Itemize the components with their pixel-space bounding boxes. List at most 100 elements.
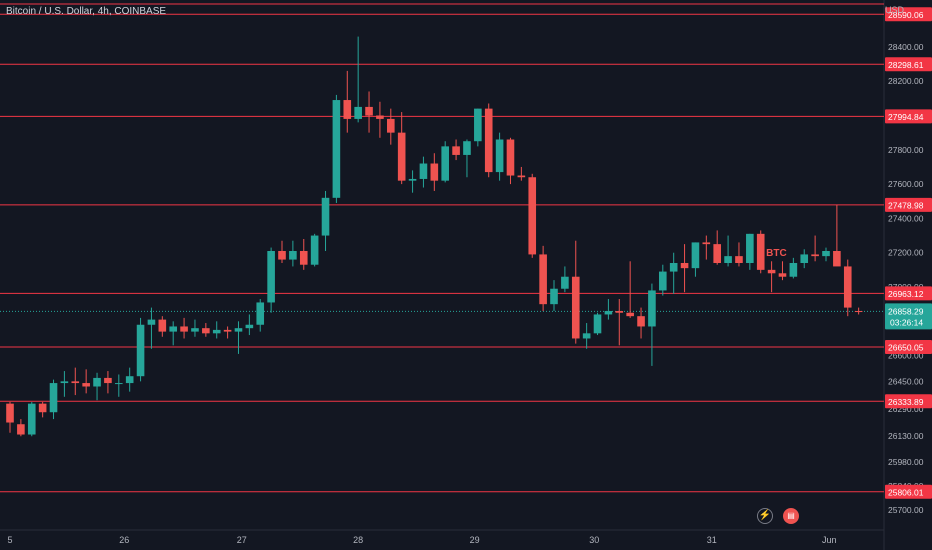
level-price-badge <box>885 109 932 124</box>
time-tick-label: 26 <box>119 535 129 545</box>
candle-body[interactable] <box>115 383 123 385</box>
candle-body[interactable] <box>811 254 819 257</box>
candle-body[interactable] <box>49 383 58 413</box>
candle-body[interactable] <box>430 163 439 181</box>
candle-body[interactable] <box>756 233 765 270</box>
candle-body[interactable] <box>680 263 689 269</box>
candle-body[interactable] <box>582 333 591 339</box>
price-tick-label: 26290.00 <box>888 404 924 414</box>
candle-body[interactable] <box>702 242 711 245</box>
candle-body[interactable] <box>332 100 341 198</box>
candle-body[interactable] <box>550 288 558 305</box>
candle-body[interactable] <box>626 312 634 317</box>
candle-body[interactable] <box>593 314 602 334</box>
candle-body[interactable] <box>125 376 134 384</box>
candle-body[interactable] <box>71 381 80 384</box>
candle-body[interactable] <box>6 403 14 423</box>
time-tick-label: Jun <box>822 535 837 545</box>
candle-body[interactable] <box>354 106 362 119</box>
candle-body[interactable] <box>539 254 547 305</box>
candle-body[interactable] <box>506 139 515 176</box>
candle-body[interactable] <box>833 250 841 267</box>
candle-body[interactable] <box>571 276 580 339</box>
candle-body[interactable] <box>234 328 243 332</box>
candle-body[interactable] <box>104 377 112 384</box>
candle-body[interactable] <box>180 326 188 332</box>
candle-body[interactable] <box>561 276 569 289</box>
candle-body[interactable] <box>713 244 721 263</box>
candle-body[interactable] <box>365 106 373 116</box>
candle-body[interactable] <box>495 139 504 173</box>
candle-body[interactable] <box>27 403 36 435</box>
candle-body[interactable] <box>376 115 384 119</box>
candle-body[interactable] <box>854 311 863 313</box>
candle-body[interactable] <box>387 118 395 133</box>
candle-body[interactable] <box>735 256 743 263</box>
price-tick-label: 25980.00 <box>888 457 924 467</box>
level-price-badge <box>885 286 932 301</box>
candle-body[interactable] <box>343 100 352 119</box>
candle-body[interactable] <box>245 324 254 329</box>
level-price-label: 26333.89 <box>888 397 924 407</box>
candle-body[interactable] <box>256 302 265 325</box>
candle-body[interactable] <box>474 108 482 142</box>
candle-body[interactable] <box>310 235 319 265</box>
candle-body[interactable] <box>843 266 852 308</box>
candle-body[interactable] <box>191 328 199 332</box>
candle-body[interactable] <box>38 403 47 413</box>
currency-label: USD <box>884 5 904 15</box>
candle-body[interactable] <box>452 146 460 155</box>
candle-body[interactable] <box>517 175 526 178</box>
candle-body[interactable] <box>615 311 624 313</box>
candle-body[interactable] <box>223 329 232 332</box>
time-tick-label: 29 <box>470 535 480 545</box>
candle-body[interactable] <box>202 328 210 334</box>
us-flag-icon[interactable]: ▤ <box>783 508 799 524</box>
time-tick-label: 5 <box>7 535 12 545</box>
candle-body[interactable] <box>267 250 275 303</box>
candle-body[interactable] <box>767 269 776 274</box>
candle-body[interactable] <box>648 290 656 327</box>
candle-body[interactable] <box>158 319 167 332</box>
candle-body[interactable] <box>289 250 297 260</box>
candle-body[interactable] <box>463 141 471 155</box>
candle-body[interactable] <box>136 324 145 377</box>
candle-body[interactable] <box>397 132 406 181</box>
candle-body[interactable] <box>299 250 308 265</box>
candle-body[interactable] <box>800 254 809 263</box>
level-price-badge <box>885 57 932 72</box>
candle-body[interactable] <box>789 263 798 277</box>
candle-body[interactable] <box>604 311 613 315</box>
level-price-badge <box>885 7 932 22</box>
candle-body[interactable] <box>93 377 101 387</box>
candle-body[interactable] <box>746 233 754 263</box>
candle-body[interactable] <box>724 256 732 263</box>
price-tick-label: 25700.00 <box>888 505 924 515</box>
candle-body[interactable] <box>778 273 787 277</box>
price-tick-label: 26450.00 <box>888 376 924 386</box>
candle-body[interactable] <box>659 271 667 291</box>
candle-body[interactable] <box>669 263 678 272</box>
candle-body[interactable] <box>822 250 830 257</box>
candle-body[interactable] <box>278 250 286 260</box>
candle-body[interactable] <box>441 146 449 181</box>
price-tick-label: 26130.00 <box>888 431 924 441</box>
candle-body[interactable] <box>637 316 645 327</box>
candle-body[interactable] <box>147 319 156 325</box>
candle-body[interactable] <box>484 108 493 173</box>
level-price-label: 28298.61 <box>888 60 924 70</box>
lightning-icon[interactable]: ⚡ <box>757 508 773 524</box>
candle-body[interactable] <box>169 326 177 332</box>
candle-body[interactable] <box>17 424 25 435</box>
candle-body[interactable] <box>82 383 90 387</box>
candle-body[interactable] <box>60 381 69 384</box>
candle-body[interactable] <box>691 242 700 269</box>
level-price-label: 26650.05 <box>888 343 924 353</box>
candle-body[interactable] <box>212 329 221 334</box>
candle-body[interactable] <box>528 177 537 255</box>
candle-body[interactable] <box>321 197 330 236</box>
candle-body[interactable] <box>419 163 428 179</box>
candle-body[interactable] <box>408 178 417 181</box>
